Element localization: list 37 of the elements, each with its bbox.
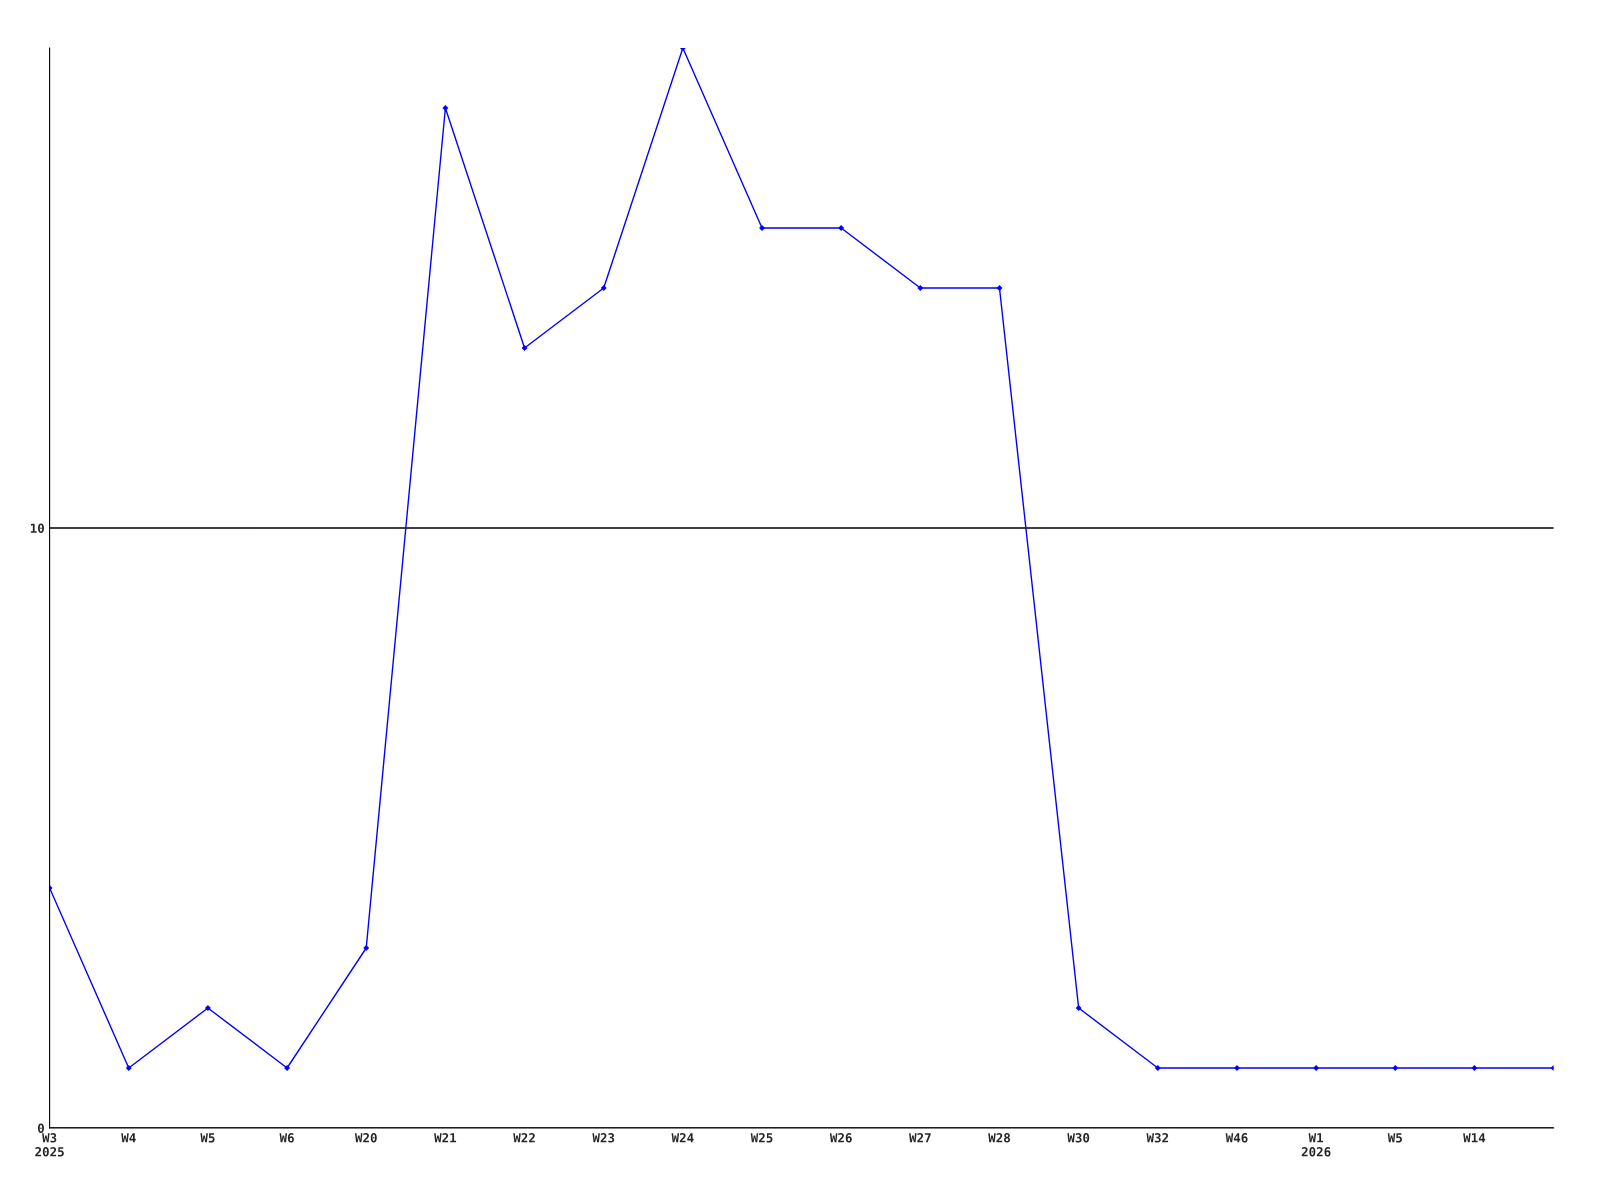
point: [1075, 1005, 1082, 1011]
point: [996, 285, 1003, 291]
point: [284, 1065, 291, 1071]
x-tick-label: W5: [1387, 1133, 1402, 1143]
x-tick-label: W14: [1463, 1133, 1486, 1143]
x-tick-label: W25: [750, 1133, 773, 1143]
x-tick-label: W30: [1067, 1133, 1090, 1143]
x-tick-label: W21: [434, 1133, 457, 1143]
x-tick-label: W4: [121, 1133, 136, 1143]
point: [838, 225, 845, 231]
point: [521, 345, 528, 351]
x-tick-label: W32: [1146, 1133, 1169, 1143]
y-tick-label: 0: [37, 1123, 44, 1133]
x-tick-label: W26: [829, 1133, 852, 1143]
x-tick-label: W23: [592, 1133, 615, 1143]
x-tick-label: W5: [200, 1133, 215, 1143]
point: [1471, 1065, 1478, 1071]
point: [1392, 1065, 1399, 1071]
point: [600, 285, 607, 291]
point: [125, 1065, 132, 1071]
point: [1154, 1065, 1161, 1071]
point: [363, 945, 370, 951]
point: [442, 105, 449, 111]
line-series: [49, 48, 1554, 1071]
point: [917, 285, 924, 291]
x-tick-label: W46: [1225, 1133, 1248, 1143]
point: [204, 1005, 211, 1011]
x-tick-label: W1 2026: [1301, 1133, 1331, 1157]
x-tick-label: W27: [909, 1133, 931, 1143]
x-tick-label: W28: [988, 1133, 1010, 1143]
point: [1313, 1065, 1320, 1071]
x-tick-label: W3 2025: [35, 1133, 64, 1157]
x-tick-label: W6: [279, 1133, 294, 1143]
x-tick-label: W20: [354, 1133, 377, 1143]
x-tick-label: W22: [513, 1133, 535, 1143]
x-tick-label: W24: [671, 1133, 694, 1143]
y-tick-label: 10: [30, 523, 44, 533]
